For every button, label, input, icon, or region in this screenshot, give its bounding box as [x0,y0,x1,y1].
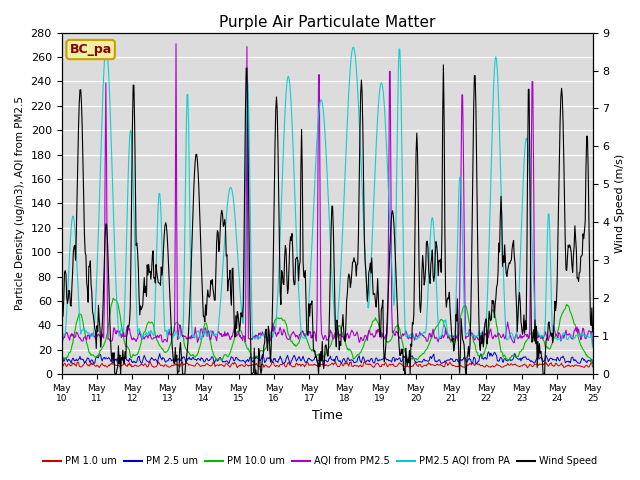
Y-axis label: Particle Density (ug/m3), AQI from PM2.5: Particle Density (ug/m3), AQI from PM2.5 [15,96,25,311]
Text: BC_pa: BC_pa [70,43,112,56]
Title: Purple Air Particulate Matter: Purple Air Particulate Matter [219,15,435,30]
Legend: PM 1.0 um, PM 2.5 um, PM 10.0 um, AQI from PM2.5, PM2.5 AQI from PA, Wind Speed: PM 1.0 um, PM 2.5 um, PM 10.0 um, AQI fr… [39,453,601,470]
Y-axis label: Wind Speed (m/s): Wind Speed (m/s) [615,154,625,253]
X-axis label: Time: Time [312,409,342,422]
